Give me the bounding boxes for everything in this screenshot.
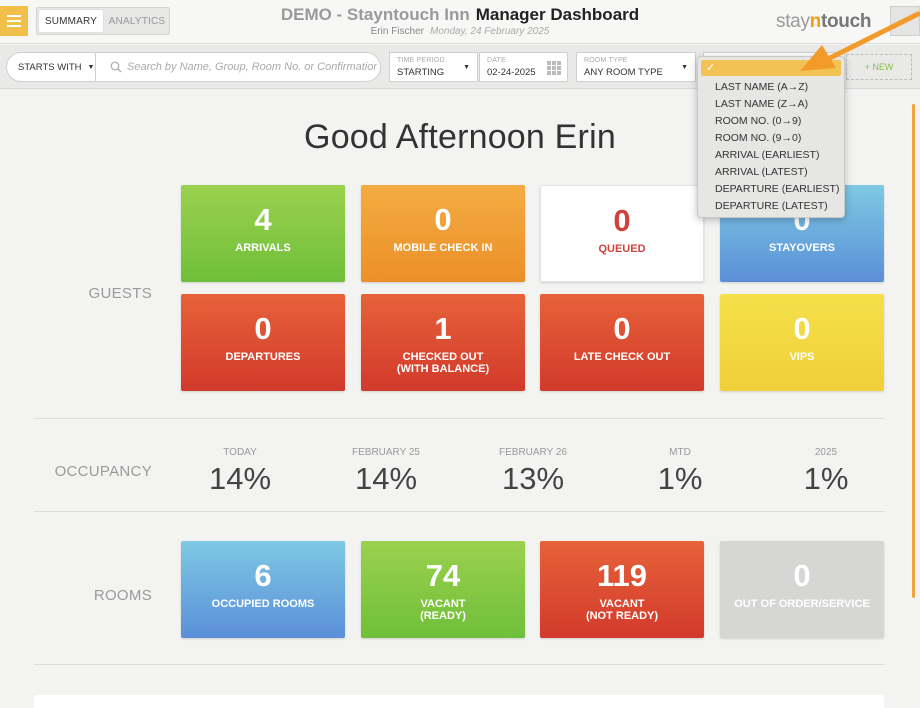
- divider: [34, 511, 884, 512]
- corner-button[interactable]: [890, 6, 920, 36]
- occupancy-year: 2025 1%: [803, 447, 849, 496]
- app-header: SUMMARY ANALYTICS DEMO - Stayntouch Inn M…: [0, 0, 920, 44]
- starts-with-label: STARTS WITH: [18, 61, 82, 73]
- caret-down-icon: ▼: [463, 64, 470, 71]
- tile-label: QUEUED: [598, 243, 646, 255]
- tile-label: VIPS: [789, 351, 815, 363]
- tile-value: 4: [254, 202, 272, 237]
- tile-value: 119: [596, 558, 647, 593]
- divider: [34, 664, 884, 665]
- occupancy-feb-26: FEBRUARY 26 13%: [499, 447, 567, 496]
- time-period-label: TIME PERIOD: [397, 57, 445, 64]
- checked-out-balance-tile[interactable]: 1 CHECKED OUT (WITH BALANCE): [361, 294, 525, 391]
- guests-label: GUESTS: [88, 285, 152, 302]
- tile-label: VACANT (NOT READY): [585, 598, 659, 622]
- tile-value: 6: [254, 558, 272, 593]
- rooms-label: ROOMS: [93, 587, 152, 604]
- tile-label: LATE CHECK OUT: [573, 351, 671, 363]
- occupied-rooms-tile[interactable]: 6 OCCUPIED ROOMS: [181, 541, 345, 638]
- sort-option[interactable]: DEPARTURE (LATEST): [715, 200, 828, 212]
- sort-dropdown-menu: ✓ LAST NAME (A→Z) LAST NAME (Z→A) ROOM N…: [697, 56, 845, 218]
- user-name: Erin Fischer: [370, 26, 424, 37]
- tile-label: OCCUPIED ROOMS: [211, 598, 315, 610]
- view-toggle: SUMMARY ANALYTICS: [36, 7, 170, 35]
- sort-option[interactable]: LAST NAME (Z→A): [715, 98, 809, 110]
- sort-option[interactable]: ARRIVAL (EARLIEST): [715, 149, 820, 161]
- room-type-label: ROOM TYPE: [584, 57, 628, 64]
- time-period-value: STARTING: [397, 67, 445, 78]
- page-title-block: DEMO - Stayntouch Inn Manager Dashboard E…: [230, 5, 690, 37]
- sort-option[interactable]: ARRIVAL (LATEST): [715, 166, 808, 178]
- tile-value: 1: [434, 311, 452, 346]
- tile-label: VACANT (READY): [420, 598, 466, 622]
- tile-label: CHECKED OUT (WITH BALANCE): [396, 351, 490, 375]
- late-check-out-tile[interactable]: 0 LATE CHECK OUT: [540, 294, 704, 391]
- search-input[interactable]: [127, 61, 377, 73]
- occupancy-label: OCCUPANCY: [54, 463, 152, 480]
- starts-with-dropdown[interactable]: STARTS WITH ▼: [6, 52, 96, 82]
- arrivals-tile[interactable]: 4 ARRIVALS: [181, 185, 345, 282]
- tile-label: STAYOVERS: [768, 242, 836, 254]
- sort-option[interactable]: DEPARTURE (EARLIEST): [715, 183, 840, 195]
- occupancy-feb-25: FEBRUARY 25 14%: [352, 447, 420, 496]
- calendar-icon: [547, 61, 561, 75]
- sort-option[interactable]: LAST NAME (A→Z): [715, 81, 809, 93]
- caret-down-icon: ▼: [681, 64, 688, 71]
- room-type-select[interactable]: ROOM TYPE ANY ROOM TYPE ▼: [576, 52, 696, 82]
- sort-option-selected[interactable]: ✓: [701, 60, 841, 76]
- vips-tile[interactable]: 0 VIPS: [720, 294, 884, 391]
- occupancy-mtd: MTD 1%: [657, 447, 703, 496]
- tile-label: ARRIVALS: [235, 242, 291, 254]
- tile-value: 0: [613, 311, 631, 346]
- sort-option[interactable]: ROOM NO. (0→9): [715, 115, 802, 127]
- page-title: Manager Dashboard: [475, 5, 640, 24]
- scrollbar[interactable]: [912, 104, 915, 598]
- vacant-ready-tile[interactable]: 74 VACANT (READY): [361, 541, 525, 638]
- hotel-name: DEMO - Stayntouch Inn: [280, 5, 470, 24]
- departures-tile[interactable]: 0 DEPARTURES: [181, 294, 345, 391]
- brand-logo: stayntouch: [776, 11, 872, 32]
- new-reservation-button[interactable]: + NEW: [846, 54, 912, 80]
- tile-value: 0: [793, 558, 811, 593]
- tile-value: 0: [434, 202, 452, 237]
- search-icon: [110, 61, 122, 73]
- mobile-check-in-tile[interactable]: 0 MOBILE CHECK IN: [361, 185, 525, 282]
- room-type-value: ANY ROOM TYPE: [584, 67, 663, 78]
- business-date: Monday, 24 February 2025: [430, 26, 550, 37]
- tab-analytics[interactable]: ANALYTICS: [108, 15, 166, 27]
- out-of-order-tile[interactable]: 0 OUT OF ORDER/SERVICE: [720, 541, 884, 638]
- greeting: Good Afternoon Erin: [304, 118, 616, 156]
- queued-tile[interactable]: 0 QUEUED: [540, 185, 704, 282]
- date-picker[interactable]: DATE 02-24-2025: [479, 52, 568, 82]
- tile-value: 0: [793, 311, 811, 346]
- date-label: DATE: [487, 57, 506, 64]
- tile-value: 0: [254, 311, 272, 346]
- bottom-card: [34, 695, 884, 708]
- tile-label: DEPARTURES: [225, 351, 301, 363]
- search-box: [95, 52, 381, 82]
- date-value: 02-24-2025: [487, 67, 536, 78]
- tile-label: OUT OF ORDER/SERVICE: [734, 598, 870, 610]
- occupancy-today: TODAY 14%: [208, 447, 272, 496]
- time-period-select[interactable]: TIME PERIOD STARTING ▼: [389, 52, 478, 82]
- tab-summary[interactable]: SUMMARY: [39, 10, 103, 32]
- hamburger-menu-button[interactable]: [0, 6, 28, 36]
- tile-label: MOBILE CHECK IN: [393, 242, 493, 254]
- tile-value: 0: [613, 203, 631, 238]
- tile-value: 74: [425, 558, 461, 593]
- caret-down-icon: ▼: [87, 63, 95, 71]
- divider: [34, 418, 884, 419]
- sort-option[interactable]: ROOM NO. (9→0): [715, 132, 802, 144]
- vacant-not-ready-tile[interactable]: 119 VACANT (NOT READY): [540, 541, 704, 638]
